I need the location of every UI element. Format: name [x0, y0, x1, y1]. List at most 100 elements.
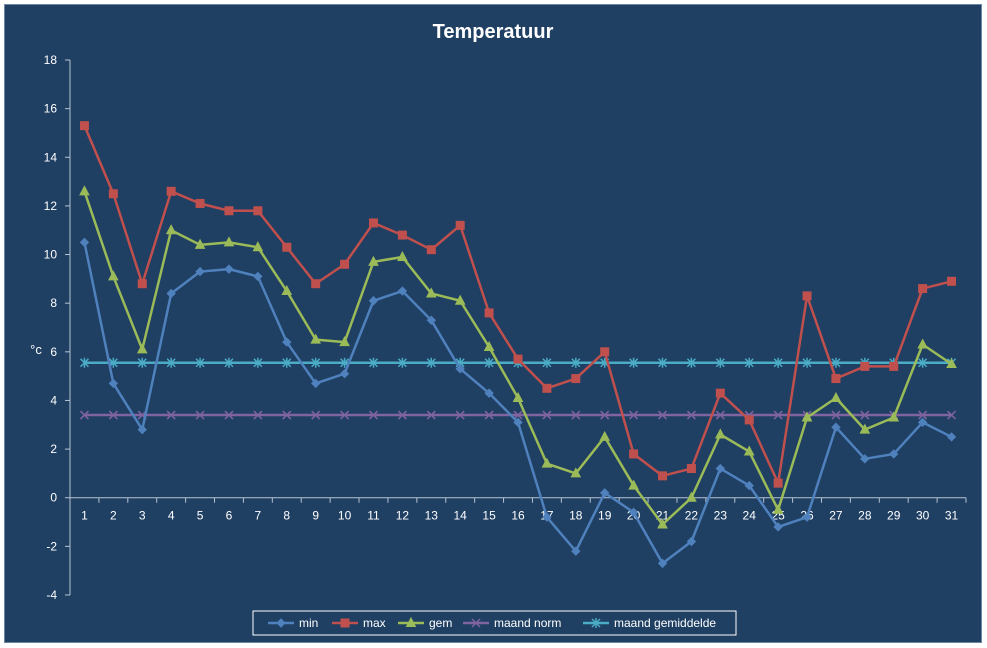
x-tick-label: 10 [338, 509, 352, 523]
data-point-gem [801, 411, 813, 422]
data-point-maand-norm [947, 410, 957, 420]
data-point-gem [599, 430, 611, 441]
data-point-min [455, 364, 465, 374]
legend-box [252, 610, 737, 636]
x-tick-label: 11 [367, 509, 380, 523]
legend-marker [405, 616, 417, 627]
data-point-min [744, 480, 754, 491]
data-point-max [340, 259, 350, 269]
x-tick-label: 27 [829, 509, 843, 523]
data-point-maand-gemiddelde [368, 357, 379, 368]
data-point-maand-gemiddelde [542, 357, 552, 368]
legend-item-maand-gemiddelde: maand gemiddelde [583, 616, 716, 630]
data-point-maand-gemiddelde [282, 357, 292, 368]
data-point-maand-gemiddelde [253, 357, 263, 368]
data-point-min [628, 507, 639, 518]
data-point-min [397, 286, 408, 296]
y-tick-label: 0 [50, 491, 57, 505]
y-tick-label: 4 [50, 393, 57, 407]
data-point-maand-norm [455, 410, 465, 420]
data-point-maand-gemiddelde [224, 357, 234, 368]
data-point-maand-gemiddelde [79, 357, 89, 368]
data-point-maand-gemiddelde [686, 357, 696, 368]
x-tick-label: 31 [945, 509, 959, 523]
data-point-gem [859, 423, 871, 434]
series-line-max [83, 125, 952, 485]
data-point-max [542, 383, 552, 393]
data-point-maand-norm [831, 410, 841, 420]
data-point-max [224, 206, 234, 216]
data-point-maand-gemiddelde [484, 357, 494, 368]
x-tick-label: 23 [714, 509, 728, 523]
data-point-maand-norm [657, 410, 668, 420]
legend-marker [471, 618, 481, 628]
data-point-gem [714, 428, 726, 439]
x-tick-label: 14 [454, 509, 468, 523]
data-point-max [166, 186, 176, 196]
data-point-min [137, 424, 147, 435]
data-point-gem [946, 357, 957, 368]
data-point-maand-norm [542, 410, 552, 420]
legend-marker [340, 618, 350, 628]
y-tick-label: 16 [44, 102, 58, 116]
legend-item-gem: gem [398, 616, 452, 630]
x-tick-label: 22 [685, 509, 699, 523]
data-point-gem [310, 333, 322, 344]
data-point-maand-gemiddelde [195, 357, 205, 368]
y-tick-label: -4 [46, 588, 57, 602]
chart-frame [4, 4, 982, 643]
legend-item-max: max [332, 616, 386, 630]
data-point-gem [425, 287, 437, 298]
data-point-max [918, 284, 928, 294]
data-point-max [108, 189, 118, 199]
y-tick-label: 14 [44, 150, 58, 164]
legend-label: min [299, 616, 318, 630]
data-point-maand-norm [918, 410, 928, 420]
x-tick-label: 12 [396, 509, 410, 523]
data-point-maand-gemiddelde [657, 357, 668, 368]
x-tick-label: 19 [598, 509, 612, 523]
y-tick-label: 18 [44, 53, 58, 67]
y-tick-label: 8 [50, 296, 57, 310]
data-point-maand-norm [397, 410, 407, 420]
data-point-maand-norm [513, 410, 523, 420]
data-point-min [310, 378, 321, 389]
x-tick-label: 4 [168, 509, 175, 523]
data-point-min [571, 546, 581, 556]
data-point-gem [512, 391, 524, 403]
data-point-maand-norm [340, 410, 350, 420]
x-tick-label: 1 [81, 509, 88, 523]
x-tick-label: 13 [425, 509, 439, 523]
data-point-gem [397, 250, 408, 261]
x-tick-label: 15 [482, 509, 496, 523]
y-axis-label: °c [30, 342, 42, 357]
data-point-maand-norm [686, 410, 696, 420]
series-gem [79, 185, 957, 529]
data-point-gem [743, 445, 755, 456]
data-point-max [629, 449, 639, 459]
data-point-max [253, 206, 263, 216]
data-point-min [773, 522, 783, 532]
data-point-maand-gemiddelde [571, 357, 581, 368]
data-point-gem [917, 338, 928, 349]
data-point-maand-gemiddelde [744, 357, 754, 368]
data-point-gem [483, 340, 495, 351]
data-point-gem [252, 241, 264, 252]
data-point-min [686, 536, 697, 547]
data-point-max [686, 464, 696, 474]
data-point-maand-norm [629, 410, 639, 420]
data-point-min [657, 558, 668, 569]
data-point-min [802, 512, 812, 522]
data-point-maand-gemiddelde [166, 357, 176, 368]
data-point-max [513, 354, 523, 364]
data-point-gem [570, 467, 582, 478]
x-tick-label: 7 [255, 509, 262, 523]
data-point-min [253, 271, 263, 282]
data-point-maand-norm [571, 410, 581, 420]
data-point-max [282, 242, 292, 252]
series-min [79, 237, 957, 569]
x-tick-label: 6 [226, 509, 233, 523]
legend-item-min: min [268, 616, 318, 630]
data-point-min [108, 378, 119, 389]
x-tick-label: 28 [858, 509, 872, 523]
